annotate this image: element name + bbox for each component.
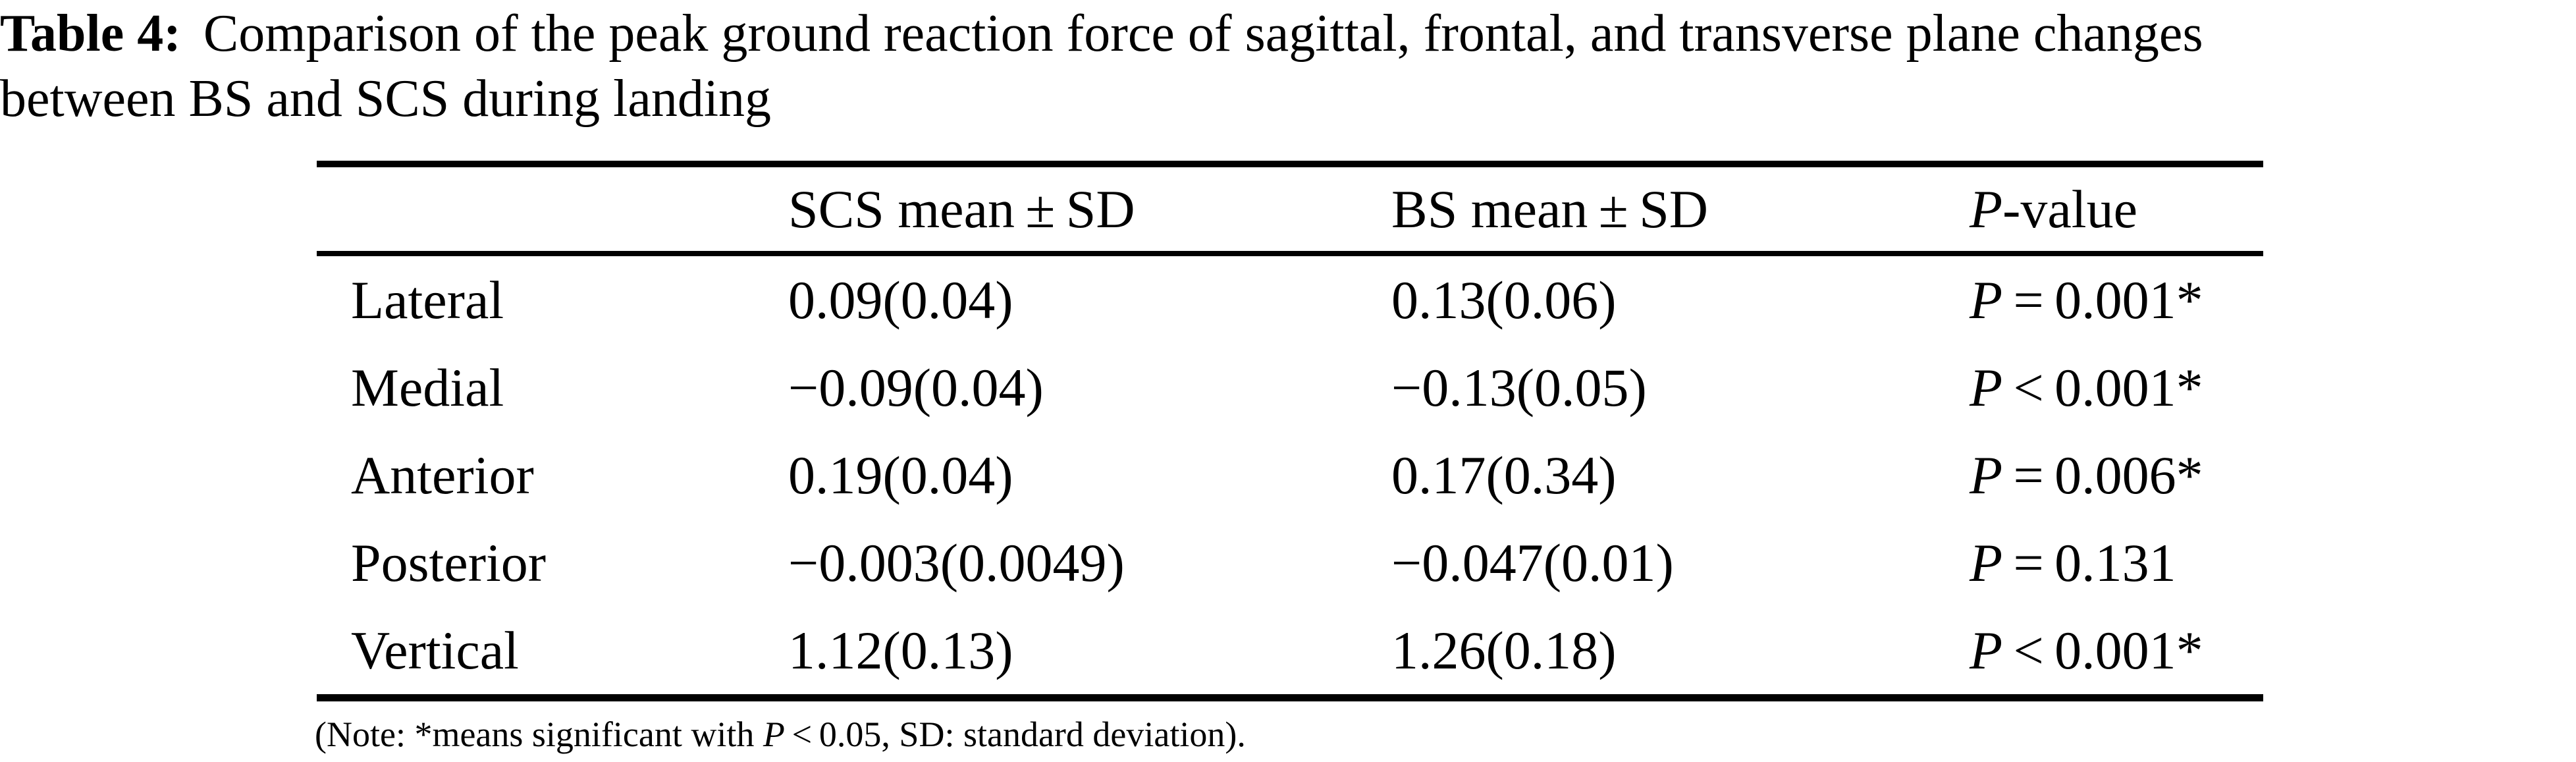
row-label: Lateral	[351, 269, 504, 330]
table-row-lateral: Lateral 0.09(0.04) 0.13(0.06) P = 0.001*	[317, 256, 2263, 344]
p-symbol: P	[763, 715, 785, 754]
bs-value: 0.17(0.34)	[1391, 445, 1617, 505]
p-value: P = 0.131	[1970, 532, 2263, 594]
p-value-text: < 0.001*	[2002, 357, 2203, 418]
table-caption: Table 4: Comparison of the peak ground re…	[0, 1, 2576, 132]
p-value-text: = 0.001*	[2002, 269, 2203, 330]
p-value-text: < 0.001*	[2002, 620, 2203, 680]
row-label: Medial	[351, 357, 504, 418]
p-value: P = 0.001*	[1970, 269, 2263, 331]
scs-value: 0.19(0.04)	[788, 445, 1013, 505]
table-row-posterior: Posterior −0.003(0.0049) −0.047(0.01) P …	[317, 519, 2263, 607]
table-row-vertical: Vertical 1.12(0.13) 1.26(0.18) P < 0.001…	[317, 607, 2263, 694]
header-bs-mean-sd: BS mean ± SD	[1391, 178, 1709, 239]
row-label: Vertical	[351, 620, 519, 680]
scs-value: 0.09(0.04)	[788, 269, 1013, 330]
p-symbol: P	[1970, 532, 2003, 593]
table-number-label: Table 4:	[0, 5, 181, 63]
bs-value: 0.13(0.06)	[1391, 269, 1617, 330]
bs-value: 1.26(0.18)	[1391, 620, 1617, 680]
scs-value: −0.003(0.0049)	[788, 532, 1125, 593]
scs-value: −0.09(0.04)	[788, 357, 1044, 418]
row-label: Anterior	[351, 445, 534, 505]
bs-value: −0.13(0.05)	[1391, 357, 1647, 418]
p-symbol: P	[1970, 269, 2003, 330]
p-symbol: P	[1970, 620, 2003, 680]
footnote-post: < 0.05, SD: standard deviation).	[784, 715, 1246, 754]
results-table: SCS mean ± SD BS mean ± SD P-value Later…	[317, 161, 2263, 701]
table-header-row: SCS mean ± SD BS mean ± SD P-value	[317, 167, 2263, 256]
p-symbol: P	[1970, 445, 2003, 505]
p-value-suffix: -value	[2002, 178, 2137, 239]
table-row-anterior: Anterior 0.19(0.04) 0.17(0.34) P = 0.006…	[317, 431, 2263, 519]
p-value: P < 0.001*	[1970, 357, 2263, 419]
scs-value: 1.12(0.13)	[788, 620, 1013, 680]
table-footnote: (Note: *means significant with P < 0.05,…	[315, 711, 1246, 757]
p-symbol: P	[1970, 178, 2003, 239]
p-value: P < 0.001*	[1970, 620, 2263, 682]
p-value-text: = 0.131	[2002, 532, 2176, 593]
p-value-text: = 0.006*	[2002, 445, 2203, 505]
p-value: P = 0.006*	[1970, 445, 2263, 506]
header-scs-mean-sd: SCS mean ± SD	[788, 178, 1135, 239]
caption-text-line1: Comparison of the peak ground reaction f…	[203, 5, 2203, 63]
p-symbol: P	[1970, 357, 2003, 418]
row-label: Posterior	[351, 532, 547, 593]
bs-value: −0.047(0.01)	[1391, 532, 1674, 593]
caption-line-1: Table 4: Comparison of the peak ground re…	[0, 1, 2576, 67]
header-p-value: P-value	[1970, 178, 2263, 240]
caption-line-2: between BS and SCS during landing	[0, 70, 772, 128]
table-row-medial: Medial −0.09(0.04) −0.13(0.05) P < 0.001…	[317, 344, 2263, 431]
footnote-pre: (Note: *means significant with	[315, 715, 763, 754]
